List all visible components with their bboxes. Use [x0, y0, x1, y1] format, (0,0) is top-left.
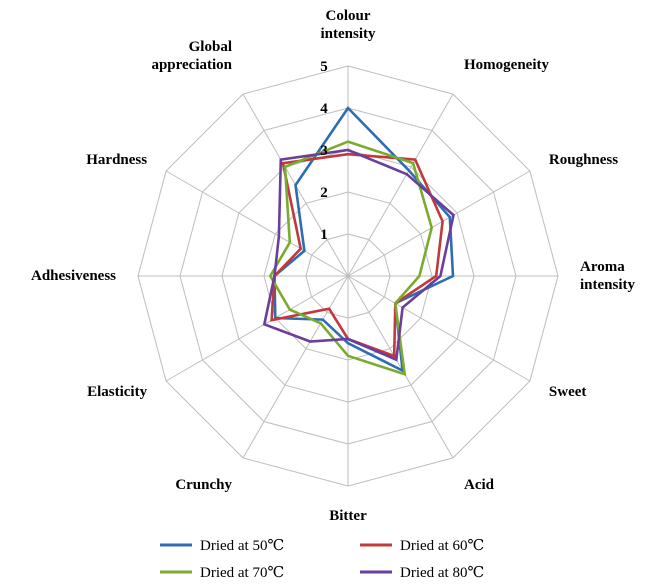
- tick-label-5: 5: [320, 59, 328, 75]
- spoke-1: [347, 93, 454, 277]
- tick-label-2: 2: [320, 185, 328, 201]
- radar-series: [262, 105, 455, 377]
- tick-label-3: 3: [320, 143, 328, 159]
- series-line-3: [268, 140, 434, 377]
- tick-label-1: 1: [320, 227, 328, 243]
- axis-label-10: Hardness: [86, 152, 147, 168]
- legend: Dried at 50℃ Dried at 60℃ Dried at 70℃ Drie…: [160, 538, 484, 581]
- axis-label-1: Homogeneity: [464, 57, 549, 73]
- radar-grid: [137, 65, 559, 487]
- axis-label-0: Colour intensity: [320, 8, 376, 42]
- axis-label-9: Adhesiveness: [31, 268, 116, 284]
- spoke-8: [165, 275, 349, 382]
- axis-label-7: Crunchy: [175, 477, 232, 493]
- axis-label-6: Bitter: [329, 508, 367, 524]
- spoke-10: [165, 170, 349, 277]
- legend-label-1: Dried at 50℃: [200, 538, 284, 554]
- spoke-5: [347, 275, 454, 459]
- series-line-1: [273, 105, 455, 373]
- legend-label-2: Dried at 60℃: [400, 538, 484, 554]
- axis-label-4: Sweet: [549, 384, 587, 400]
- axis-label-3: Aroma intensity: [580, 259, 636, 293]
- spoke-7: [242, 275, 349, 459]
- axis-label-11: Global appreciation: [151, 39, 232, 73]
- tick-label-4: 4: [320, 101, 328, 117]
- legend-label-4: Dried at 80℃: [400, 565, 484, 581]
- spoke-4: [347, 275, 531, 382]
- axis-label-5: Acid: [464, 477, 495, 493]
- radar-axis-labels: Colour intensity Homogeneity Roughness Aroma…: [31, 8, 636, 524]
- axis-label-8: Elasticity: [87, 384, 147, 400]
- radar-tick-labels: 1 2 3 4 5: [320, 59, 328, 243]
- series-line-4: [262, 148, 455, 362]
- axis-label-2: Roughness: [549, 152, 618, 168]
- spoke-2: [347, 170, 531, 277]
- legend-label-3: Dried at 70℃: [200, 565, 284, 581]
